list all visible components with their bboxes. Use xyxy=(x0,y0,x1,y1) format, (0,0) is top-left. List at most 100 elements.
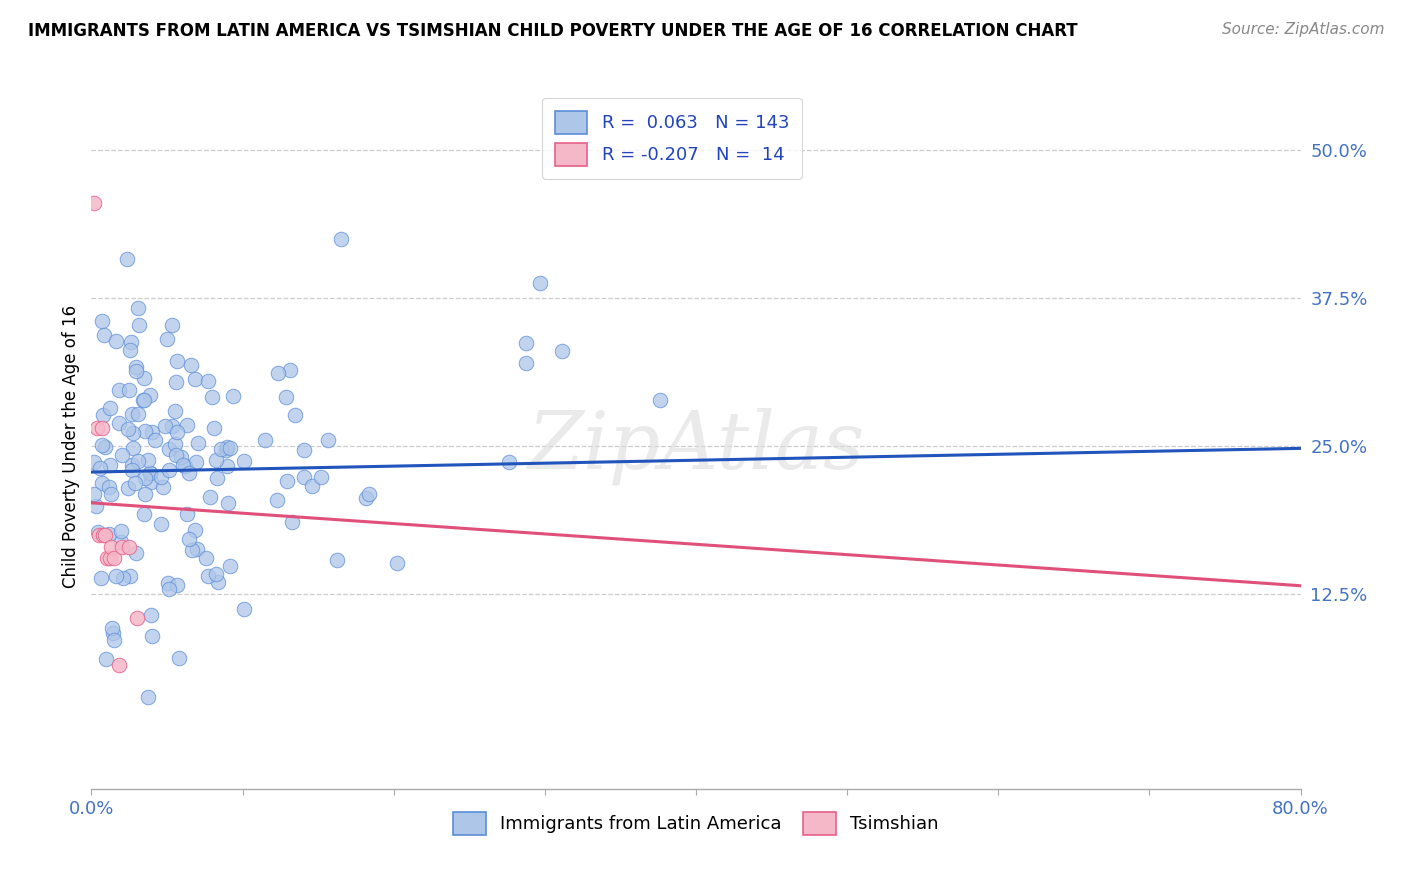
Point xyxy=(107,416,129,430)
Point xyxy=(166,578,188,592)
Point xyxy=(254,433,277,447)
Point xyxy=(105,334,128,349)
Point xyxy=(276,474,298,488)
Point xyxy=(267,366,290,380)
Point xyxy=(217,458,239,473)
Point xyxy=(111,540,132,554)
Point xyxy=(184,523,207,537)
Point xyxy=(97,480,120,494)
Point xyxy=(83,196,105,211)
Point xyxy=(156,332,179,346)
Point xyxy=(117,422,139,436)
Point xyxy=(84,499,107,513)
Y-axis label: Child Poverty Under the Age of 16: Child Poverty Under the Age of 16 xyxy=(62,304,80,588)
Point xyxy=(173,458,195,473)
Point xyxy=(121,458,143,472)
Point xyxy=(132,371,155,385)
Point xyxy=(107,658,129,673)
Point xyxy=(266,493,288,508)
Point xyxy=(132,393,155,408)
Point xyxy=(91,409,114,423)
Point xyxy=(215,442,238,457)
Point xyxy=(205,453,228,467)
Point xyxy=(115,252,138,266)
Point xyxy=(157,582,180,596)
Point xyxy=(292,470,315,484)
Point xyxy=(197,568,219,582)
Point xyxy=(121,408,143,422)
Point xyxy=(139,467,162,481)
Point xyxy=(96,551,118,566)
Text: Source: ZipAtlas.com: Source: ZipAtlas.com xyxy=(1222,22,1385,37)
Point xyxy=(215,440,238,454)
Point xyxy=(143,433,166,447)
Point xyxy=(125,546,148,560)
Point xyxy=(139,475,162,490)
Point xyxy=(87,525,110,540)
Point xyxy=(165,376,187,390)
Point xyxy=(134,471,156,485)
Point xyxy=(233,454,256,468)
Point xyxy=(551,344,574,359)
Point xyxy=(177,466,200,480)
Point xyxy=(219,441,242,455)
Point xyxy=(316,433,339,447)
Point xyxy=(166,354,188,368)
Point xyxy=(157,463,180,477)
Point xyxy=(170,450,193,464)
Point xyxy=(515,335,537,350)
Point xyxy=(309,470,332,484)
Point xyxy=(91,421,114,435)
Point xyxy=(121,441,143,455)
Point xyxy=(160,318,183,333)
Point xyxy=(134,487,156,501)
Point xyxy=(89,461,111,475)
Point xyxy=(127,453,149,467)
Point xyxy=(111,571,134,585)
Point xyxy=(149,516,172,531)
Point xyxy=(134,425,156,439)
Point xyxy=(101,626,124,640)
Point xyxy=(180,543,202,558)
Point xyxy=(160,419,183,434)
Point xyxy=(165,403,187,417)
Point xyxy=(648,393,671,408)
Point xyxy=(83,487,105,501)
Legend: Immigrants from Latin America, Tsimshian: Immigrants from Latin America, Tsimshian xyxy=(446,805,946,842)
Text: ZipAtlas: ZipAtlas xyxy=(527,408,865,484)
Point xyxy=(354,491,377,505)
Point xyxy=(141,629,163,643)
Point xyxy=(103,551,125,566)
Point xyxy=(91,476,114,491)
Point xyxy=(207,574,229,589)
Point xyxy=(166,425,188,439)
Point xyxy=(117,481,139,495)
Point xyxy=(124,475,146,490)
Point xyxy=(93,327,115,342)
Point xyxy=(280,515,302,529)
Point xyxy=(329,232,352,246)
Point xyxy=(120,334,142,349)
Point xyxy=(200,491,222,505)
Point xyxy=(218,559,240,574)
Point xyxy=(180,359,202,373)
Point xyxy=(163,437,186,451)
Point xyxy=(87,528,110,542)
Point xyxy=(284,409,307,423)
Point xyxy=(132,507,155,521)
Point xyxy=(139,388,162,402)
Point xyxy=(202,421,225,435)
Point xyxy=(176,508,198,522)
Point xyxy=(90,314,112,328)
Point xyxy=(176,417,198,432)
Point xyxy=(118,569,141,583)
Point xyxy=(111,448,134,462)
Point xyxy=(127,407,149,421)
Point xyxy=(139,607,162,622)
Point xyxy=(179,532,201,546)
Point xyxy=(136,453,159,467)
Point xyxy=(515,356,537,370)
Point xyxy=(104,569,127,583)
Point xyxy=(98,527,121,541)
Point xyxy=(172,458,194,473)
